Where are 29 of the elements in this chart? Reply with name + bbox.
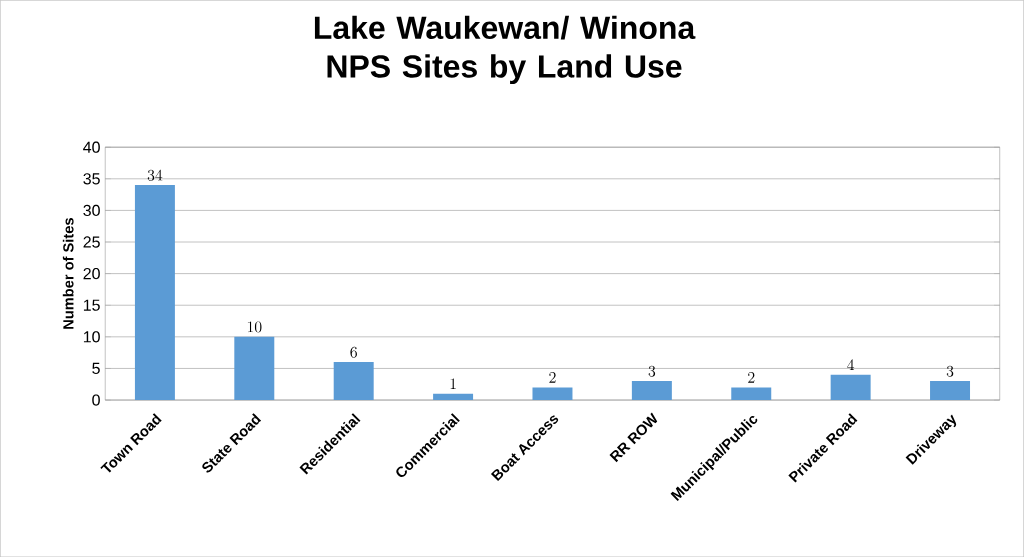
chart-title: Lake Waukewan/ Winona NPS Sites by Land Use	[314, 15, 696, 84]
data-label: 1	[450, 378, 456, 389]
bar	[333, 362, 374, 400]
data-label: 34	[147, 169, 163, 181]
data-label: 10	[247, 321, 262, 333]
bar	[631, 380, 672, 400]
y-axis-title: Number of Sites	[62, 217, 74, 329]
bar	[532, 387, 573, 400]
y-tick-label: 0	[92, 394, 100, 406]
y-tick-label: 25	[83, 236, 100, 248]
y-tick-label: 30	[83, 204, 100, 216]
y-tick-label: 10	[83, 331, 100, 343]
bar	[731, 387, 772, 400]
data-label: 2	[549, 371, 556, 383]
bar	[433, 393, 474, 400]
data-label: 2	[748, 371, 755, 383]
bar	[830, 374, 871, 400]
bar	[134, 185, 175, 400]
y-tick-label: 5	[92, 362, 100, 374]
data-label: 3	[946, 365, 954, 377]
y-tick-label: 40	[83, 141, 100, 153]
y-tick-label: 20	[83, 267, 100, 280]
data-label: 4	[847, 359, 855, 370]
bar	[930, 380, 971, 400]
data-label: 6	[350, 346, 357, 358]
y-tick-label: 35	[83, 173, 100, 185]
bar	[234, 336, 275, 400]
data-label: 3	[648, 365, 656, 377]
y-tick-label: 15	[83, 299, 100, 311]
